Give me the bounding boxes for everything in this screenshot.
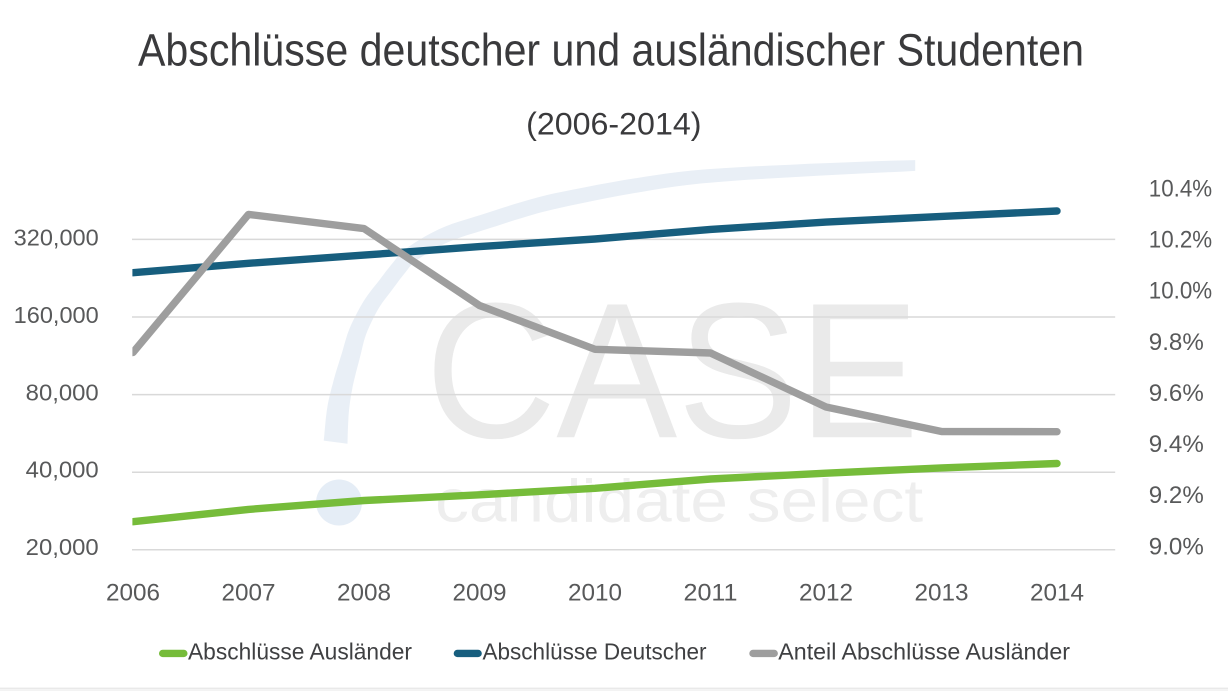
svg-text:2008: 2008 <box>337 579 391 606</box>
svg-text:Abschlüsse deutscher und auslä: Abschlüsse deutscher und ausländischer S… <box>138 25 1084 76</box>
svg-text:(2006-2014): (2006-2014) <box>526 106 701 142</box>
svg-text:40,000: 40,000 <box>26 457 99 483</box>
svg-text:2007: 2007 <box>222 579 276 606</box>
svg-text:Abschlüsse Ausländer: Abschlüsse Ausländer <box>188 639 412 665</box>
svg-text:9.4%: 9.4% <box>1149 431 1204 458</box>
svg-text:2011: 2011 <box>684 579 738 606</box>
svg-text:2009: 2009 <box>453 579 507 606</box>
svg-text:9.6%: 9.6% <box>1149 380 1204 407</box>
svg-text:80,000: 80,000 <box>26 379 99 405</box>
svg-text:10.2%: 10.2% <box>1149 227 1212 254</box>
svg-text:9.2%: 9.2% <box>1149 482 1204 509</box>
svg-text:160,000: 160,000 <box>14 302 99 328</box>
svg-text:candidate select: candidate select <box>435 468 923 535</box>
svg-text:10.0%: 10.0% <box>1149 278 1212 305</box>
svg-text:20,000: 20,000 <box>26 534 99 560</box>
svg-text:2014: 2014 <box>1030 579 1084 606</box>
svg-text:9.0%: 9.0% <box>1149 533 1204 560</box>
svg-text:Abschlüsse Deutscher: Abschlüsse Deutscher <box>483 639 707 665</box>
svg-text:2012: 2012 <box>799 579 853 606</box>
svg-text:CASE: CASE <box>425 262 919 478</box>
svg-text:Anteil Abschlüsse Ausländer: Anteil Abschlüsse Ausländer <box>778 639 1070 665</box>
svg-text:9.8%: 9.8% <box>1149 329 1204 356</box>
svg-text:2010: 2010 <box>568 579 622 606</box>
svg-text:2006: 2006 <box>106 579 160 606</box>
svg-text:320,000: 320,000 <box>14 225 99 251</box>
svg-text:10.4%: 10.4% <box>1149 175 1212 202</box>
svg-text:2013: 2013 <box>915 579 969 606</box>
